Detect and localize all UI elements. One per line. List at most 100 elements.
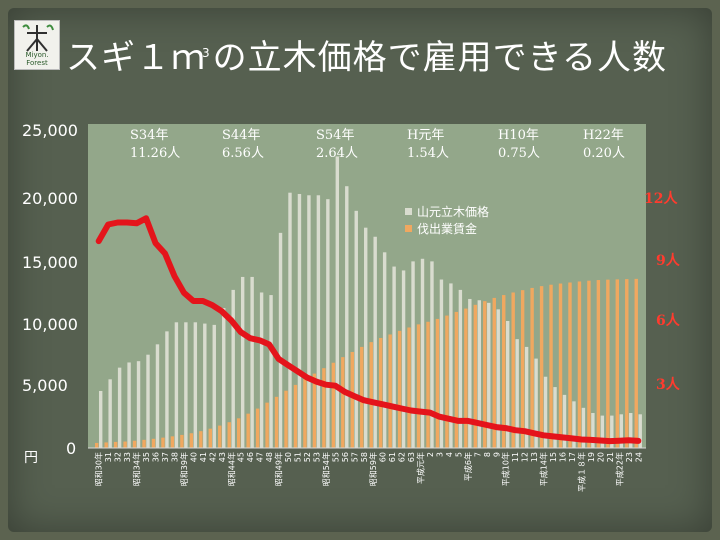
price-bar (401, 270, 406, 448)
price-bar (307, 195, 311, 448)
price-bar (155, 344, 160, 448)
x-tick-label: 62 (398, 452, 407, 462)
era-label-h10: H10年 0.75人 (498, 127, 540, 163)
wage-bar (407, 327, 411, 448)
x-tick-label: 昭和49年 (274, 452, 284, 486)
x-tick-label: 19 (587, 452, 596, 462)
x-tick-labels: 昭和30年 31 32 33 昭和34年 35 36 37 38 昭和39年 40 41 42 43 昭和4… (94, 452, 644, 492)
price-bar (250, 276, 254, 448)
price-bar (496, 309, 500, 448)
wage-bar (113, 441, 118, 448)
price-bar (572, 401, 576, 448)
people-count-line (95, 215, 642, 445)
wage-bar (274, 396, 279, 448)
price-bar (288, 192, 292, 448)
x-tick-label: 7 (473, 452, 482, 457)
price-bar (354, 210, 358, 448)
price-bar (487, 302, 491, 448)
wage-bar (303, 379, 307, 448)
x-tick-label: 32 (114, 452, 123, 462)
wage-bar (435, 318, 440, 448)
price-bar (165, 331, 169, 448)
price-bar (373, 236, 377, 448)
wage-bar (502, 295, 506, 448)
wage-bar (341, 357, 345, 448)
x-tick-label: 平成１８年 (577, 452, 587, 492)
x-tick-label: 昭和30年 (94, 452, 104, 486)
era-label-s44: S44年 6.56人 (222, 127, 264, 163)
wage-bar (416, 324, 421, 448)
wage-bar (369, 342, 373, 448)
price-bar (108, 379, 112, 448)
wage-bar (539, 286, 544, 448)
price-bar (278, 232, 283, 448)
x-tick-label: 23 (625, 452, 634, 462)
price-bar (562, 394, 567, 448)
price-bar (231, 289, 235, 448)
price-bar (553, 387, 557, 448)
price-bar (449, 283, 453, 448)
price-bar (543, 376, 548, 448)
price-bar (174, 322, 179, 448)
wage-bar (625, 279, 629, 448)
wage-bar (331, 362, 336, 448)
price-bar (222, 308, 226, 448)
price-bar (619, 414, 623, 448)
era-label-s54: S54年 2.64人 (316, 127, 358, 163)
x-tick-label: 昭和34年 (132, 452, 142, 486)
price-bar (411, 261, 415, 448)
wage-bar (265, 402, 269, 448)
price-bar (146, 354, 150, 448)
y-tick-5000: 5,000 (22, 376, 68, 395)
right-label-12: 12人 (644, 191, 678, 207)
price-bar (335, 156, 340, 448)
price-bar (240, 276, 245, 448)
y-tick-25000: 25,000 (22, 121, 78, 140)
x-tick-label: 38 (171, 452, 180, 462)
era-year: S44年 (222, 128, 261, 143)
x-tick-label: 16 (559, 452, 568, 462)
wage-bar (587, 280, 591, 448)
wage-bar (132, 440, 137, 448)
era-label-h22: H22年 0.20人 (583, 127, 625, 163)
x-tick-label: 51 (294, 452, 303, 462)
x-tick-label: 45 (237, 452, 246, 462)
legend-item-wage: 伐出業賃金 (405, 220, 489, 237)
x-tick-label: 43 (218, 452, 227, 462)
price-bar (534, 358, 538, 448)
x-tick-label: 13 (530, 452, 539, 462)
price-bar (581, 407, 586, 448)
price-bars (98, 156, 642, 448)
wage-bar (596, 280, 601, 448)
era-year: S54年 (316, 128, 355, 143)
x-tick-label: 55 (331, 452, 340, 462)
y-tick-10000: 10,000 (22, 315, 78, 334)
x-tick-label: 56 (341, 452, 350, 462)
x-tick-label: 52 (303, 452, 312, 462)
wage-bar (142, 439, 146, 448)
logo-text: Miyon. Forest (25, 51, 49, 67)
wage-bar (293, 384, 298, 448)
price-bar (117, 367, 122, 448)
right-label-3: 3人 (656, 377, 680, 393)
price-bar (212, 324, 216, 448)
wage-bar (577, 281, 582, 448)
x-tick-label: 41 (199, 452, 208, 462)
era-count: 2.64人 (316, 146, 358, 161)
x-tick-label: 46 (246, 452, 255, 462)
wage-bar (483, 301, 487, 448)
wage-bar (464, 308, 468, 448)
x-tick-label: 47 (256, 452, 265, 462)
era-year: S34年 (130, 128, 169, 143)
x-tick-label: 12 (521, 452, 530, 462)
x-tick-label: 53 (312, 452, 321, 462)
logo: Miyon. Forest (14, 20, 60, 70)
x-tick-label: 3 (436, 452, 445, 457)
x-tick-label: 11 (511, 452, 520, 462)
wage-bar (520, 290, 525, 448)
x-tick-label: 57 (350, 452, 359, 462)
legend-swatch-wage (405, 225, 412, 232)
wage-bar (397, 330, 402, 448)
price-bar (316, 195, 321, 448)
price-bar (430, 261, 434, 448)
